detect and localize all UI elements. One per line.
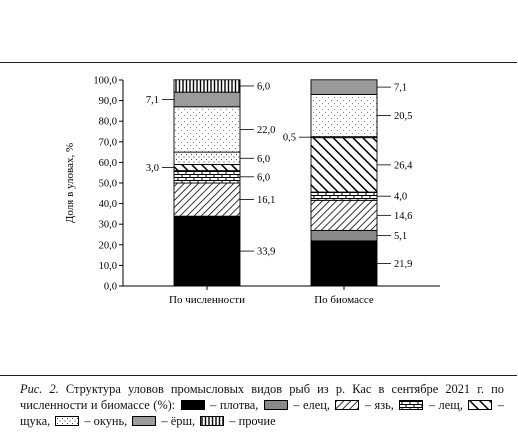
y-tick-label: 90,0 [99,96,117,107]
legend-label: – прочие [226,414,276,428]
bar-segment [310,79,378,95]
bar-segment [173,106,241,153]
caption-text: Структура уловов промысловых видов рыб и… [20,382,504,412]
legend-swatch [335,400,360,410]
legend-swatch [200,416,225,426]
bar-segment [173,164,241,172]
bar-segment [310,229,378,242]
legend-swatch [263,400,288,410]
data-label: 7,1 [394,83,407,94]
bar-segment [310,191,378,201]
bar-segment [310,137,378,193]
legend-label: – ёрш, [158,414,199,428]
x-tick-label: По биомассе [314,294,374,306]
data-label: 6,0 [257,154,270,165]
legend-swatch [399,400,424,410]
data-label: 4,0 [394,192,407,203]
bar-segment [310,240,378,287]
legend-swatch [468,400,493,410]
data-label: 33,9 [257,247,275,258]
figure-frame: 0,0 10,0 20,0 30,0 40,0 50,0 60,0 70,0 80,0 90,0 1… [0,62,517,428]
data-label: 21,9 [394,259,412,270]
bar-segment [173,170,241,184]
data-label: 16,1 [257,195,275,206]
legend-swatch [132,416,157,426]
legend-label: – язь, [361,398,398,412]
data-label: 3,0 [146,163,159,174]
figure-number: Рис. 2. [20,382,59,396]
bar-segment [173,151,241,165]
bar-segment [173,91,241,108]
legend-label: – окунь, [81,414,131,428]
legend-label: – лещ, [425,398,467,412]
y-tick-label: 70,0 [99,137,117,148]
legend-label: – плотва, [206,398,262,412]
y-tick-label: 80,0 [99,117,117,128]
x-tick-label: По численности [169,294,245,306]
legend-label: – щука, [20,398,504,428]
data-label: 6,0 [257,81,270,92]
data-label: 20,5 [394,111,412,122]
y-tick-label: 60,0 [99,158,117,169]
y-tick-label: 50,0 [99,179,117,190]
data-label: 5,1 [394,231,407,242]
legend-swatch [180,400,205,410]
data-label: 26,4 [394,160,413,171]
y-tick-label: 0,0 [104,282,117,293]
y-tick-label: 40,0 [99,199,117,210]
y-axis-label: Доля в уловах, % [64,143,76,223]
bar-segment [173,79,241,93]
bar-segment [173,215,241,287]
legend-label: – елец, [289,398,334,412]
stacked-bar-chart: 0,0 10,0 20,0 30,0 40,0 50,0 60,0 70,0 80,0 90,0 1… [64,76,440,306]
data-label: 22,0 [257,125,275,136]
data-label: 0,5 [283,133,296,144]
bar-segment [310,199,378,231]
y-tick-label: 100,0 [93,76,117,87]
bar-segment [173,182,241,217]
axis-layer: 0,0 10,0 20,0 30,0 40,0 50,0 60,0 70,0 80,0 90,0 1… [64,76,440,306]
data-label: 14,6 [394,211,412,222]
y-tick-label: 10,0 [99,261,117,272]
bar-segment [310,93,378,138]
figure-caption: Рис. 2. Структура уловов промысловых вид… [20,381,504,429]
legend: – плотва, – елец, – язь, – лещ, – щука, … [20,398,504,428]
bars-layer [173,79,378,287]
y-tick-label: 20,0 [99,240,117,251]
value-labels-layer: 33,9 16,1 6,0 3,0 6,0 22,0 7,1 6,0 21,9 5,1 14,6 4,… [146,81,413,269]
legend-swatch [55,416,80,426]
y-tick-label: 30,0 [99,220,117,231]
data-label: 6,0 [257,172,270,183]
data-label: 7,1 [146,95,159,106]
